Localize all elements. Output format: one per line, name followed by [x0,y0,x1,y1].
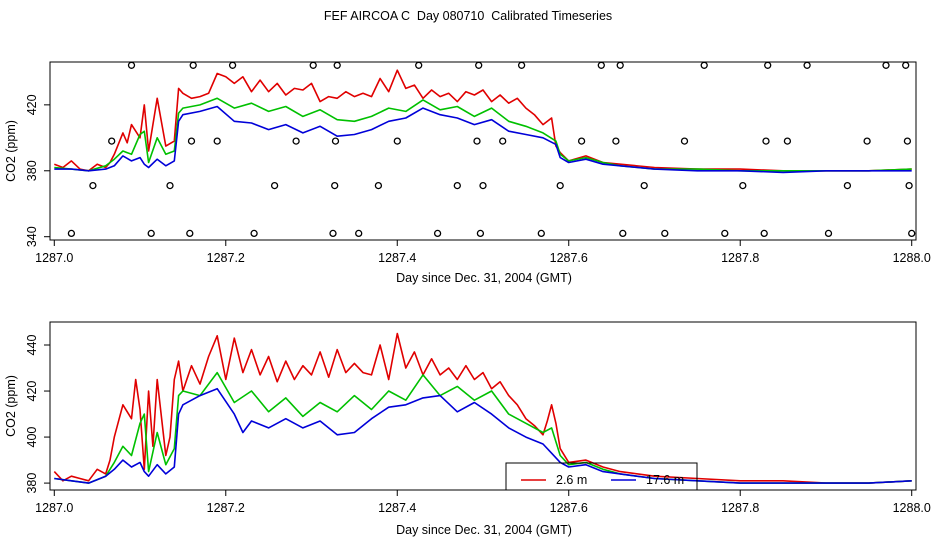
top-flag-point [783,137,792,145]
bottom-x-tick-label: 1287.4 [378,501,416,515]
top-series-red-line [54,69,912,172]
top-flag-point [250,229,258,238]
bottom-y-tick-label: 400 [25,427,39,448]
top-flag-point [597,61,605,69]
top-flag-point [186,229,194,238]
bottom-x-tick-label: 1287.6 [550,501,588,515]
top-flag-point [189,61,197,69]
top-flag-point [108,137,116,145]
top-flag-point [67,229,76,238]
top-flag-point [764,61,772,69]
top-flag-point [537,229,545,238]
top-flag-point [213,137,221,145]
top-flag-point [760,229,768,238]
bottom-x-tick-label: 1287.2 [207,501,245,515]
top-flag-point [89,181,97,190]
bottom-panel: 1287.0 1287.2 1287.4 1287.6 1287.8 1288.0 380 4… [4,321,931,537]
bottom-y-tick-label: 420 [25,381,39,402]
legend-label: 17.6 m [646,473,684,487]
top-flag-point [499,137,507,145]
top-x-tick-label: 1287.0 [35,251,73,265]
top-flag-point [905,181,913,190]
top-flag-point [882,61,890,69]
top-flag-point [479,181,487,190]
top-flag-point [270,181,279,190]
legend: 2.6 m 17.6 m [505,462,698,491]
bottom-x-tick-label: 1287.0 [35,501,73,515]
top-series-green-line [54,97,912,172]
top-flag-point [700,61,708,69]
top-panel: 1287.0 1287.2 1287.4 1287.6 1287.8 1288.0 340 3… [4,61,931,285]
top-flag-point [824,229,833,238]
top-flag-point [739,181,747,190]
top-flag-point [902,61,910,69]
top-flag-point [616,61,624,69]
top-flag-point [393,137,401,145]
top-flag-point [762,137,770,145]
bottom-series-green-line [54,371,912,484]
top-flag-point [556,181,564,190]
top-flag-point [577,137,586,145]
bottom-series-2-6-m-line [53,332,912,484]
top-flag-point [475,61,483,69]
bottom-y-axis-label: CO2 (ppm) [4,375,18,437]
top-flag-point [517,61,526,69]
bottom-y-tick-label: 380 [25,473,39,494]
top-flag-point [473,137,481,145]
top-flag-point [127,61,136,69]
top-flag-point [619,229,627,238]
chart-main-title: FEF AIRCOA C Day 080710 Calibrated Times… [323,9,613,23]
top-x-tick-label: 1287.4 [378,251,416,265]
top-y-tick-label: 420 [25,94,39,115]
legend-label: 2.6 m [556,473,587,487]
top-flag-point [292,137,300,145]
bottom-x-axis-label: Day since Dec. 31, 2004 (GMT) [396,523,572,537]
top-flag-point [415,61,423,69]
top-flag-point [355,229,363,238]
bottom-x-tick-label: 1287.8 [721,501,759,515]
top-flag-point [661,229,669,238]
top-flag-point [433,229,442,238]
top-flag-point [331,181,339,190]
top-flag-point [903,137,912,145]
top-flag-point [331,137,340,145]
top-y-axis-label: CO2 (ppm) [4,120,18,182]
top-flag-point [228,61,237,69]
bottom-y-tick-label: 440 [25,335,39,356]
top-x-tick-label: 1287.8 [721,251,759,265]
top-x-tick-label: 1288.0 [893,251,931,265]
top-flag-point [803,61,811,69]
top-y-tick-label: 380 [25,160,39,181]
top-flag-point [476,229,485,238]
top-y-tick-label: 340 [25,226,39,247]
top-flag-point [612,137,620,145]
top-x-tick-label: 1287.2 [207,251,245,265]
top-flag-point [329,229,337,238]
top-flag-point [309,61,317,69]
bottom-x-tick-label: 1288.0 [893,501,931,515]
top-flag-point [863,137,871,145]
top-flag-point [187,137,196,145]
top-plot-frame [49,61,917,241]
top-flag-point [680,137,689,145]
legend-box [505,462,698,491]
top-flag-point [166,181,174,190]
top-x-axis-label: Day since Dec. 31, 2004 (GMT) [396,271,572,285]
top-x-tick-label: 1287.6 [550,251,588,265]
top-flag-point [843,181,852,190]
top-series-blue-line [54,105,912,174]
top-flag-point [453,181,461,190]
top-flag-point [147,229,155,238]
bottom-plot-frame [49,321,917,491]
top-flag-point [908,229,916,238]
top-flag-point [640,181,648,190]
top-flag-point [374,181,383,190]
top-flag-point [333,61,341,69]
top-flag-point [721,229,729,238]
bottom-series-17-6-m-line [54,387,912,484]
